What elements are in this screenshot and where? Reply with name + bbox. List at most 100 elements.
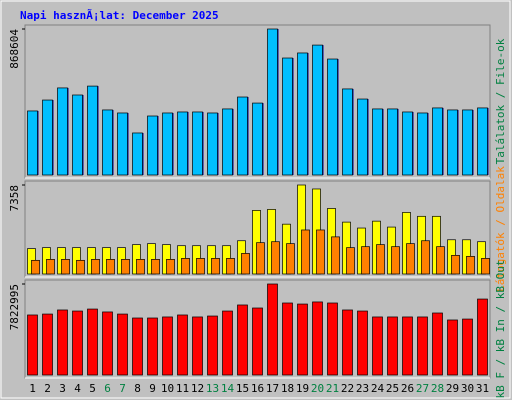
bar [136,259,145,275]
x-tick-label: 10 [161,382,174,395]
bar [432,107,443,176]
x-tick-label: 14 [221,382,235,395]
y-axis-label: Találatok / File-ok [494,38,507,164]
bar [102,109,113,176]
x-tick-label: 12 [191,382,204,395]
bar [61,259,70,275]
bar [162,112,173,176]
bar [331,236,340,275]
bar [387,316,398,376]
bar [42,99,53,176]
bar [301,229,310,275]
bar [357,310,368,376]
bar [312,301,323,376]
x-tick-label: 17 [266,382,279,395]
bar [237,96,248,176]
bar [87,85,98,176]
bar [327,302,338,376]
bar [447,319,458,376]
bar [241,253,250,275]
x-tick-label: 23 [356,382,369,395]
bar [31,259,40,275]
x-tick-label: 28 [431,382,444,395]
bar [267,283,278,376]
bar [207,112,218,176]
bar [252,307,263,376]
bar [432,312,443,376]
bar [477,298,488,376]
x-tick-label: 4 [74,382,81,395]
bar [87,308,98,376]
bar [297,52,308,176]
y-axis-label: kB F / kB In / kB Out [494,259,507,398]
bar [252,102,263,176]
bar [132,317,143,376]
bar [451,255,460,275]
x-tick-label: 22 [341,382,354,395]
bar [372,108,383,176]
x-tick-label: 26 [401,382,414,395]
x-tick-label: 9 [149,382,156,395]
bar [222,310,233,376]
bar [196,258,205,275]
bar [286,243,295,275]
bar [76,259,85,275]
y-axis-label: Látogatók / Oldalak [494,166,507,292]
bar [162,316,173,376]
bar [102,311,113,376]
bar [436,246,445,275]
bar [192,111,203,176]
x-tick-label: 19 [296,382,309,395]
bar [421,240,430,275]
x-tick-label: 27 [416,382,429,395]
bar [42,313,53,376]
bar [106,259,115,275]
bar [192,316,203,376]
x-tick-label: 20 [311,382,324,395]
x-tick-label: 6 [104,382,111,395]
bar [46,259,55,275]
x-tick-label: 16 [251,382,264,395]
bar [211,258,220,275]
y-tick-label: 7358 [8,185,21,212]
x-tick-label: 24 [371,382,385,395]
x-tick-label: 31 [476,382,489,395]
bar [72,310,83,376]
bar [462,318,473,376]
y-tick-label: 7822995 [8,284,21,330]
bar [477,107,488,176]
x-tick-label: 29 [446,382,459,395]
bar [417,112,428,176]
bar [271,241,280,275]
x-tick-label: 30 [461,382,474,395]
bar [361,246,370,275]
y-tick-label: 868604 [8,29,21,69]
bar [132,132,143,176]
bar [72,94,83,176]
bar [147,115,158,176]
bar [147,317,158,376]
bar [207,315,218,376]
bar [151,259,160,275]
x-tick-label: 18 [281,382,294,395]
bar [282,302,293,376]
x-tick-label: 11 [176,382,189,395]
bar [267,28,278,176]
x-tick-label: 7 [119,382,126,395]
bar [391,246,400,275]
bar [117,313,128,376]
bar [312,44,323,176]
bar [282,57,293,176]
bar [226,258,235,275]
bar [346,247,355,275]
x-tick-label: 25 [386,382,399,395]
bar [316,229,325,275]
bar [27,110,38,176]
bar [466,255,475,275]
bar [402,316,413,376]
bar [57,87,68,176]
bar [447,109,458,176]
x-tick-label: 15 [236,382,249,395]
